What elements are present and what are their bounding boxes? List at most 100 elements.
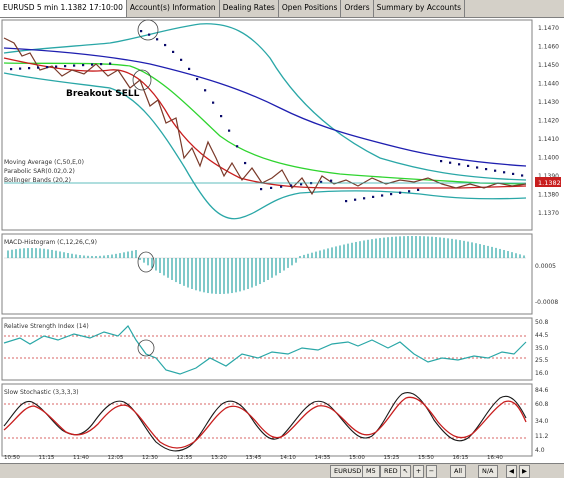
stoch-panel-frame: [1, 383, 533, 457]
price-tick-label: 1.1440: [538, 81, 559, 88]
sar-dot: [91, 63, 94, 66]
legend-macd: MACD-Histogram (C,12,26,C,9): [4, 239, 97, 246]
bollinger-lower-band: [3, 72, 527, 220]
legend-parabolic-sar: Parabolic SAR(0.02,0.2): [4, 168, 75, 175]
timeframe-button[interactable]: M5: [362, 465, 380, 478]
sar-dot: [46, 66, 49, 69]
cursor-icon[interactable]: ↖: [400, 465, 411, 478]
time-tick-label: 11:40: [73, 455, 89, 460]
time-tick-label: 15:50: [418, 455, 434, 460]
sar-dot: [476, 166, 479, 169]
tab-dealing-rates[interactable]: Dealing Rates: [220, 0, 279, 17]
bollinger-upper-band: [3, 23, 527, 181]
rsi-tick-2: 44.5: [535, 332, 549, 339]
sar-dot: [212, 101, 215, 104]
time-tick-label: 12:55: [177, 455, 193, 460]
moving-average-50: [3, 47, 527, 167]
sar-dot: [244, 161, 247, 165]
rsi-line: [3, 325, 527, 375]
moving-average-red: [3, 57, 527, 189]
price-tick-label: 1.1450: [538, 62, 559, 69]
color-scheme-button[interactable]: RED: [380, 465, 402, 478]
sar-dot: [440, 160, 443, 163]
tab-open-positions[interactable]: Open Positions: [279, 0, 342, 17]
sar-dot: [354, 198, 357, 201]
rsi-tick-1: 50.8: [535, 319, 549, 326]
stoch-tick-2: 60.8: [535, 401, 549, 408]
macd-panel: MACD-Histogram (C,12,26,C,9) 0.0005 -0.0…: [4, 236, 558, 306]
price-tick-label: 1.1390: [538, 173, 559, 180]
bottom-toolbar: EURUSD M5 RED ↖ + − All N/A ◀ ▶: [0, 463, 564, 478]
sar-dot: [270, 186, 273, 189]
tab-eurusd-chart[interactable]: EURUSD 5 min 1.1382 17:10:00: [0, 0, 127, 17]
time-tick-label: 13:20: [211, 455, 227, 460]
tab-summary-by-accounts[interactable]: Summary by Accounts: [374, 0, 466, 17]
price-tick-label: 1.1460: [538, 44, 559, 51]
time-tick-label: 12:30: [142, 455, 158, 460]
breakout-sell-annotation: Breakout SELL: [66, 89, 140, 99]
sar-dot: [345, 200, 348, 203]
time-tick-label: 16:15: [453, 455, 469, 460]
tab-account-information[interactable]: Account(s) Information: [127, 0, 220, 17]
all-button[interactable]: All: [450, 465, 467, 478]
time-tick-label: 15:25: [384, 455, 400, 460]
chart-canvas: Breakout SELL Moving Average (C,50,E,0) …: [1, 19, 561, 461]
price-tick-label: 1.1370: [538, 210, 559, 217]
sar-dot: [521, 174, 524, 177]
current-price-badge: [535, 177, 561, 187]
price-panel: Breakout SELL Moving Average (C,50,E,0) …: [3, 19, 561, 220]
time-axis: 10:50 11:15 11:40 12:05 12:30 12:55 13:20 13:45…: [4, 455, 503, 461]
price-tick-label: 1.1420: [538, 118, 559, 125]
rsi-tick-4: 25.5: [535, 357, 549, 364]
sar-dot: [196, 77, 199, 81]
sar-dot: [417, 188, 420, 191]
sar-dot: [300, 183, 303, 186]
price-tick-label: 1.1380: [538, 192, 559, 199]
time-tick-label: 11:15: [39, 455, 55, 460]
price-tick-label: 1.1410: [538, 136, 559, 143]
stoch-panel: Slow Stochastic (3,3,3,3) 84.6 60.8 34.0…: [3, 387, 549, 454]
time-tick-label: 15:00: [349, 455, 365, 460]
stoch-fast-line: [3, 392, 527, 452]
sar-dot: [109, 62, 112, 65]
sar-dot: [204, 89, 207, 92]
stoch-tick-5: 4.0: [535, 447, 545, 454]
sar-dot: [458, 163, 461, 166]
scroll-left-icon[interactable]: ◀: [506, 465, 517, 478]
sar-dot: [180, 58, 183, 61]
rsi-cross-circle: [137, 339, 155, 357]
chart-area[interactable]: Breakout SELL Moving Average (C,50,E,0) …: [0, 18, 564, 461]
sar-dot: [408, 190, 411, 193]
sar-dot: [188, 67, 191, 70]
zoom-in-icon[interactable]: +: [413, 465, 424, 478]
sar-dot: [28, 67, 31, 70]
sar-dot: [156, 38, 159, 41]
tab-orders[interactable]: Orders: [341, 0, 374, 17]
sar-dot: [503, 171, 506, 174]
sar-dot: [290, 184, 293, 187]
scroll-right-icon[interactable]: ▶: [519, 465, 530, 478]
sar-dot: [37, 66, 40, 69]
sar-dot: [467, 164, 470, 167]
legend-stochastic: Slow Stochastic (3,3,3,3): [4, 389, 79, 396]
sar-dot: [363, 197, 366, 200]
sar-dot: [148, 33, 151, 36]
breakout-circle: [132, 69, 152, 91]
legend-bollinger-bands: Bollinger Bands (20,2): [4, 177, 71, 184]
legend-moving-average: Moving Average (C,50,E,0): [4, 159, 84, 166]
sar-dot: [55, 65, 58, 68]
zoom-out-icon[interactable]: −: [426, 465, 437, 478]
rsi-panel: Relative Strength Index (14) 50.8 44.5 3…: [3, 319, 549, 377]
macd-cross-circle: [137, 251, 155, 273]
time-tick-label: 12:05: [108, 455, 124, 460]
sar-dot: [330, 179, 333, 182]
price-line: [3, 37, 527, 196]
stoch-tick-3: 34.0: [535, 418, 549, 425]
macd-histogram: [7, 236, 525, 294]
time-tick-label: 13:45: [246, 455, 262, 460]
symbol-button[interactable]: EURUSD: [330, 465, 366, 478]
na-button[interactable]: N/A: [478, 465, 498, 478]
price-tick-label: 1.1470: [538, 25, 559, 32]
time-tick-label: 10:50: [4, 455, 20, 460]
sar-dot: [390, 193, 393, 196]
